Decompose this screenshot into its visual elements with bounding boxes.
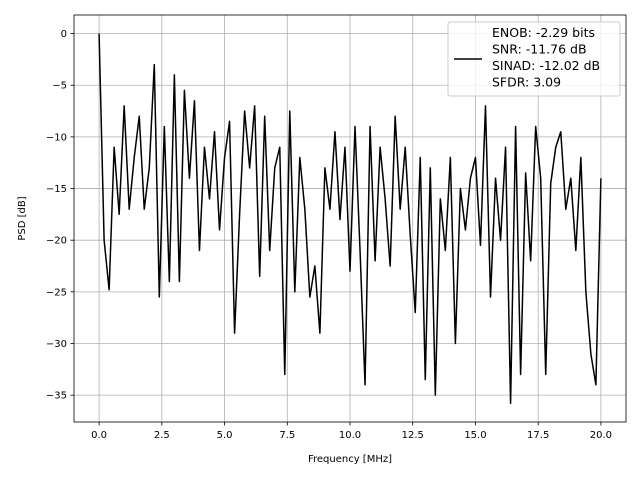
x-tick-label: 20.0: [590, 430, 612, 441]
y-tick-label: −30: [46, 339, 67, 350]
legend-label: ENOB: -2.29 bits SNR: -11.76 dB SINAD: -12…: [492, 25, 600, 90]
y-tick-label: −25: [46, 287, 67, 298]
plot-frame: [73, 14, 627, 423]
x-tick-label: 17.5: [527, 430, 549, 441]
x-tick-label: 15.0: [464, 430, 486, 441]
y-tick-label: −10: [46, 132, 67, 143]
x-tick-label: 7.5: [279, 430, 295, 441]
y-tick-label: −35: [46, 391, 67, 402]
legend-box: [447, 21, 621, 97]
x-tick-label: 12.5: [402, 430, 424, 441]
x-tick-label: 0.0: [91, 430, 107, 441]
y-tick-label: −5: [52, 81, 67, 92]
legend: ENOB: -2.29 bits SNR: -11.76 dB SINAD: -12…: [447, 21, 621, 97]
x-axis-label: Frequency [MHz]: [308, 454, 392, 465]
y-tick-label: −15: [46, 184, 67, 195]
y-tick-label: 0: [61, 29, 67, 40]
y-axis-label: PSD [dB]: [17, 196, 28, 240]
y-tick-label: −20: [46, 236, 67, 247]
x-tick-label: 2.5: [154, 430, 170, 441]
x-tick-label: 10.0: [339, 430, 361, 441]
x-tick-label: 5.0: [217, 430, 233, 441]
line-series: [98, 33, 602, 405]
